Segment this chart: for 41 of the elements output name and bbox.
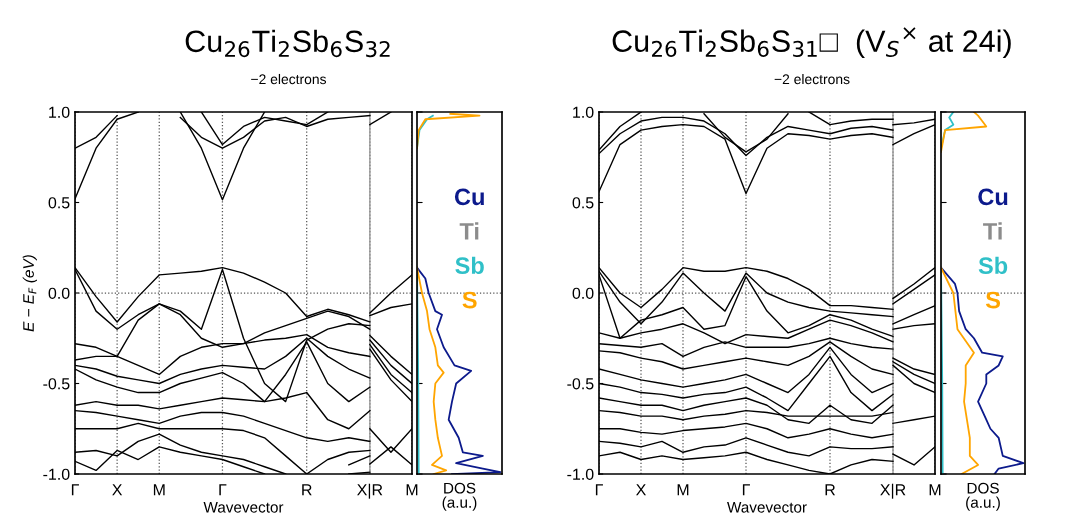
series-label: Sb xyxy=(455,256,484,274)
legend-label: Ti xyxy=(983,222,1002,240)
chart-subtitle: −2 electrons xyxy=(251,73,327,85)
series-label: Sb xyxy=(978,256,1008,274)
x-tick-label: R xyxy=(825,484,836,496)
x-tick-label: X|R xyxy=(880,483,906,499)
x-tick-label: Γ xyxy=(742,484,750,496)
y-tick-label: 1.0 xyxy=(49,106,70,118)
x-axis-title: DOS (a.u.) xyxy=(966,482,1000,511)
chart-title: Cu$_{26}$Ti$_{2}$Sb$_{6}$S$_{32}$ xyxy=(185,29,390,58)
x-tick-label: R xyxy=(302,484,312,496)
x-tick-label: M xyxy=(677,484,689,496)
y-tick-label: -1.0 xyxy=(567,468,594,480)
x-axis-title: DOS (a.u.) xyxy=(442,482,477,511)
x-tick-label: Γ xyxy=(219,484,227,496)
x-tick-label: M xyxy=(929,484,941,496)
x-tick-label: Γ xyxy=(595,484,603,496)
x-axis-title: Wavevector xyxy=(203,502,284,513)
y-tick-label: -0.5 xyxy=(43,378,70,390)
y-tick-label: 0.5 xyxy=(572,197,594,209)
x-tick-label: Γ xyxy=(71,484,79,496)
x-tick-label: X xyxy=(112,484,123,496)
x-axis-title: Wavevector xyxy=(727,502,807,513)
y-tick-label: 0.0 xyxy=(48,287,70,299)
series-label: S xyxy=(985,291,1001,309)
y-tick-label: -0.5 xyxy=(567,378,594,390)
legend-label: Ti xyxy=(459,222,479,240)
series-label: S xyxy=(462,291,477,309)
y-tick-label: -1.0 xyxy=(43,468,70,480)
x-tick-label: X xyxy=(636,484,646,496)
text: Cu xyxy=(454,188,484,206)
x-tick-label: M xyxy=(406,484,418,496)
x-tick-label: M xyxy=(153,484,165,496)
y-tick-label: 0.5 xyxy=(48,197,70,209)
x-tick-label: X|R xyxy=(357,483,383,499)
y-tick-label: 0.0 xyxy=(572,287,594,299)
y-axis-title: E − E$_{F}$ (eV) xyxy=(22,255,37,332)
chart-title: Cu$_{26}$Ti$_{2}$Sb$_{6}$S$_{31}$□ (V$_{S}$$^{×}$ at 24i) xyxy=(612,27,1011,59)
chart-subtitle: −2 electrons xyxy=(774,73,850,85)
text: Cu xyxy=(978,188,1008,206)
y-tick-label: 1.0 xyxy=(573,106,594,118)
